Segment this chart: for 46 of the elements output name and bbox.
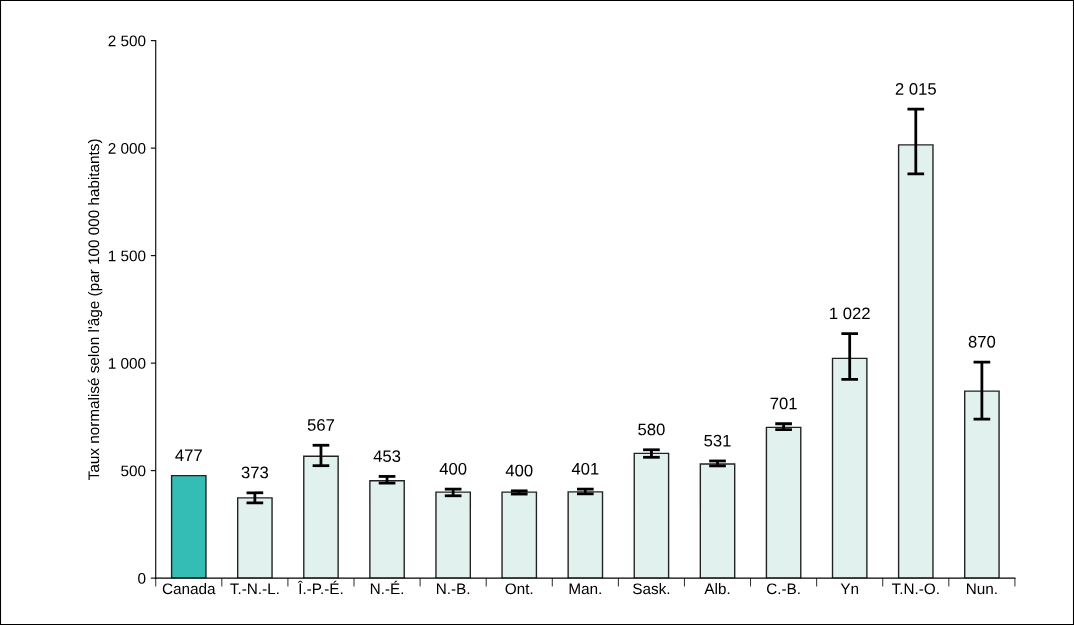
y-tick-label: 2 500 [108, 35, 146, 47]
bar [765, 426, 802, 579]
bar [831, 357, 868, 579]
bar [567, 491, 604, 579]
data-label: 453 [373, 450, 401, 463]
x-tick-label: Alb. [704, 582, 730, 595]
bar [170, 474, 207, 579]
x-tick-label: T.-N.-L. [230, 583, 279, 595]
data-label: 567 [307, 419, 335, 431]
data-label: 2 015 [895, 83, 936, 95]
data-label: 870 [968, 335, 996, 348]
data-label: 701 [770, 397, 797, 410]
bar [699, 463, 736, 579]
x-tick-label: Sask. [633, 582, 670, 595]
x-tick-label: Man. [569, 583, 601, 595]
y-tick-label: 0 [138, 572, 146, 584]
y-tick-label: 1 500 [108, 250, 146, 262]
y-tick-label: 500 [121, 465, 146, 477]
data-label: 1 022 [830, 307, 870, 320]
bar [369, 480, 405, 579]
y-axis-title: Taux normalisé selon l'âge (par 100 000 habitants) [87, 139, 103, 480]
x-tick-label: N.-B. [437, 583, 470, 595]
data-label: 477 [175, 449, 202, 461]
y-tick-label: 1 000 [108, 357, 146, 369]
x-tick-label: N.-É. [370, 580, 404, 595]
data-label: 580 [638, 423, 665, 436]
x-tick-label: Ont. [505, 583, 533, 595]
bar [303, 455, 339, 579]
data-label: 531 [704, 434, 731, 447]
data-label: 401 [571, 462, 599, 475]
x-tick-label: T.N.-O. [891, 583, 939, 595]
x-tick-label: Î.-P.-É. [297, 580, 343, 595]
bar [435, 491, 472, 579]
bar [633, 452, 670, 579]
data-label: 400 [439, 462, 467, 475]
x-tick-label: Canada [162, 582, 216, 595]
bar [236, 497, 273, 579]
data-label: 373 [241, 466, 269, 479]
bar [897, 144, 934, 579]
data-label: 400 [505, 464, 533, 477]
bar [964, 390, 1000, 579]
x-tick-label: Yn [840, 583, 859, 595]
x-tick-label: C.-B. [766, 583, 800, 595]
bar [501, 491, 538, 579]
y-tick-label: 2 000 [108, 142, 146, 154]
x-tick-label: Nun. [967, 583, 997, 595]
